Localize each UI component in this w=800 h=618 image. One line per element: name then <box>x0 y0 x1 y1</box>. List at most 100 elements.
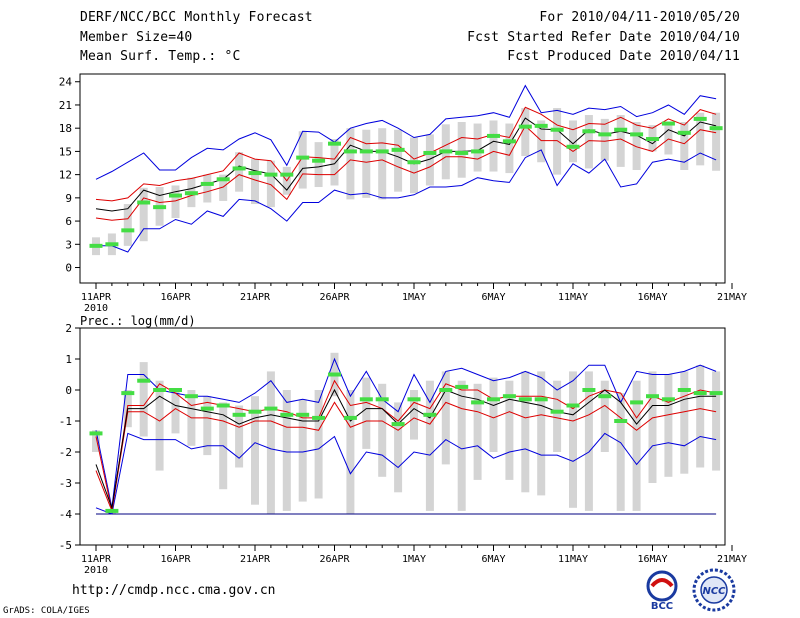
panel-title: Prec.: log(mm/d) <box>80 314 196 328</box>
member-spread-box <box>378 128 387 200</box>
member-spread-box <box>521 108 530 157</box>
member-spread-box <box>235 152 244 192</box>
y-tick-label: 3 <box>65 238 72 251</box>
member-spread-box <box>251 396 259 505</box>
forecast-marker <box>153 205 167 210</box>
forecast-marker <box>121 228 135 233</box>
member-spread-box <box>712 112 721 171</box>
forecast-marker <box>487 133 500 138</box>
member-spread-box <box>600 118 609 161</box>
x-tick-label: 16APR <box>160 292 191 303</box>
member-spread-box <box>489 120 498 172</box>
member-spread-box <box>680 371 689 474</box>
member-spread-box <box>441 371 450 465</box>
x-tick-label: 26APR <box>319 554 350 565</box>
forecast-marker <box>693 391 707 396</box>
member-spread-box <box>314 390 323 499</box>
member-spread-box <box>346 390 355 514</box>
member-spread-box <box>584 115 593 169</box>
forecast-marker <box>646 394 659 399</box>
forecast-marker <box>630 132 644 137</box>
forecast-marker <box>328 372 341 377</box>
forecast-marker <box>407 160 421 165</box>
member-spread-box <box>521 371 530 493</box>
x-tick-label: 16APR <box>160 554 191 565</box>
forecast-marker <box>264 406 278 411</box>
forecast-marker <box>391 147 405 152</box>
forecast-marker <box>487 397 500 402</box>
forecast-marker <box>248 409 262 414</box>
source-url[interactable]: http://cmdp.ncc.cma.gov.cn <box>72 583 276 598</box>
ensemble-mean-line <box>95 388 717 510</box>
forecast-marker <box>328 141 341 146</box>
member-spread-box <box>473 383 482 480</box>
x-tick-label: 21APR <box>240 554 271 565</box>
forecast-marker <box>105 242 119 247</box>
member-spread-box <box>378 383 387 477</box>
forecast-marker <box>153 388 167 392</box>
min-envelope-line <box>95 432 717 515</box>
x-tick-label: 21MAY <box>717 292 747 303</box>
member-size: Member Size=40 <box>80 30 193 45</box>
grads-credit: GrADS: COLA/IGES <box>3 606 90 616</box>
member-spread-box <box>473 123 482 172</box>
y-tick-label: 12 <box>59 169 72 182</box>
member-spread-box <box>489 377 498 452</box>
max-envelope-line <box>95 357 717 508</box>
forecast-marker <box>471 400 485 405</box>
forecast-marker <box>248 171 262 176</box>
started-refer-date: Fcst Started Refer Date 2010/04/10 <box>467 30 740 45</box>
forecast-marker <box>312 415 326 420</box>
forecast-marker <box>169 388 182 392</box>
x-tick-label: 11APR <box>81 554 112 565</box>
member-spread-box <box>203 174 212 203</box>
lower-band-line <box>95 125 717 221</box>
y-tick-label: 15 <box>59 145 72 158</box>
forecast-marker <box>661 397 675 402</box>
forecast-marker <box>614 419 628 423</box>
bcc-logo-ring <box>646 570 678 602</box>
forecast-marker <box>598 394 612 399</box>
forecast-marker <box>343 415 357 420</box>
forecast-marker <box>216 403 230 408</box>
temperature-panel: 0 3 6 9 12 15 18 21 24 11APR 16APR 21APR 26APR 1MAY 6M… <box>59 73 747 314</box>
member-spread-box <box>616 393 625 511</box>
member-spread-box <box>648 371 657 483</box>
forecast-marker <box>391 422 405 427</box>
forecast-marker <box>518 124 532 129</box>
produced-date: Fcst Produced Date 2010/04/11 <box>507 49 740 64</box>
forecast-marker <box>200 181 214 186</box>
y-tick-label: -3 <box>59 477 72 490</box>
x-tick-label: 1MAY <box>402 554 426 565</box>
y-tick-label: 6 <box>65 215 72 228</box>
ncc-logo-ring <box>692 568 736 612</box>
forecast-marker <box>709 126 723 131</box>
member-spread-box <box>362 129 371 198</box>
member-spread-box <box>123 204 132 246</box>
member-spread-box <box>505 123 514 174</box>
forecast-marker <box>232 166 246 171</box>
member-spread-box <box>537 120 546 163</box>
member-spread-box <box>584 371 593 511</box>
member-spread-box <box>298 131 307 189</box>
member-spread-box <box>235 405 244 468</box>
ensemble-mean-line <box>95 117 717 212</box>
forecast-marker <box>439 388 453 392</box>
member-spread-box <box>457 121 466 178</box>
forecast-marker <box>137 378 151 383</box>
forecast-marker <box>502 394 516 399</box>
bcc-logo-text: BCC <box>651 601 673 612</box>
forecast-marker <box>296 412 310 417</box>
member-spread-box <box>394 402 403 493</box>
forecast-marker <box>312 158 326 163</box>
forecast-marker <box>280 412 294 417</box>
member-spread-box <box>537 371 546 496</box>
forecast-marker <box>200 406 214 411</box>
x-tick-label: 6MAY <box>481 554 505 565</box>
forecast-marker <box>677 388 691 392</box>
member-spread-box <box>266 160 275 208</box>
member-spread-box <box>251 159 259 205</box>
member-spread-box <box>569 371 577 508</box>
forecast-marker <box>455 150 469 155</box>
member-spread-box <box>600 380 609 452</box>
